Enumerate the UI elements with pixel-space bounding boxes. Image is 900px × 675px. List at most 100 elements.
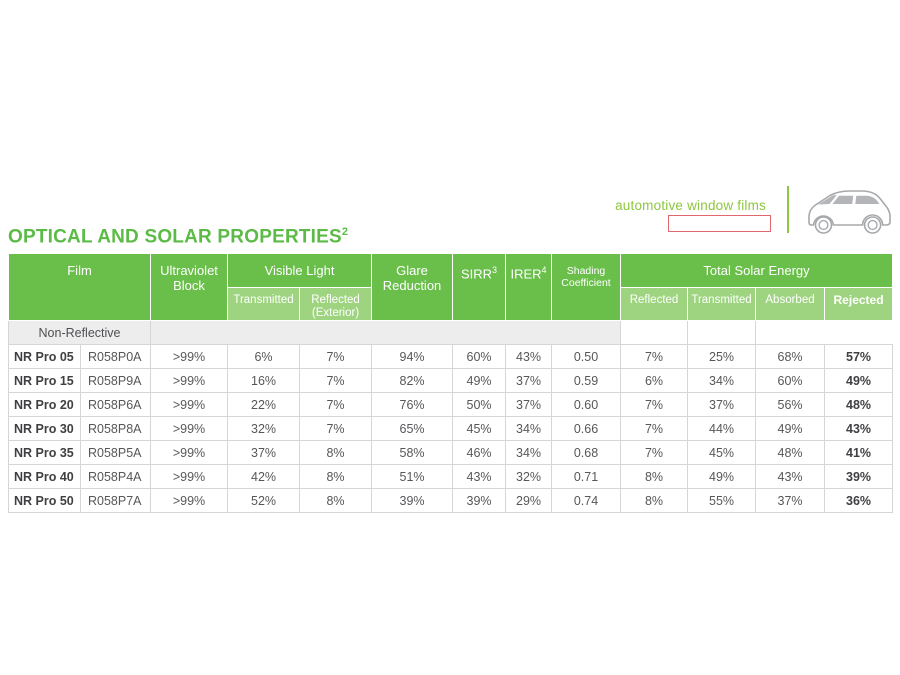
sirr-label: SIRR — [460, 266, 493, 282]
tse-transmitted-cell: 37% — [687, 392, 757, 417]
shading-coefficient-cell: 0.59 — [551, 368, 622, 393]
irer-cell: 34% — [505, 440, 553, 465]
section-row-non-reflective: Non-Reflective — [7, 320, 893, 345]
tse-absorbed-cell: 60% — [755, 368, 826, 393]
glare-reduction-cell: 39% — [371, 488, 454, 513]
uv-block-cell: >99% — [150, 416, 229, 441]
table-row: NR Pro 05 R058P0A >99% 6% 7% 94% 60% 43%… — [8, 344, 894, 369]
glare-reduction-cell: 65% — [371, 416, 454, 441]
tse-absorbed-cell: 48% — [755, 440, 826, 465]
tse-rejected-cell: 41% — [824, 440, 894, 465]
irer-superscript: 4 — [541, 265, 547, 275]
tse-rejected-cell: 36% — [824, 488, 894, 513]
tse-transmitted-cell: 55% — [687, 488, 757, 513]
uv-block-cell: >99% — [150, 488, 229, 513]
sirr-superscript: 3 — [492, 265, 498, 275]
shading-coefficient-cell: 0.60 — [551, 392, 622, 417]
vl-transmitted-cell: 6% — [227, 344, 301, 369]
header-irer: IRER4 — [505, 253, 553, 321]
irer-cell: 37% — [505, 392, 553, 417]
film-name-cell: NR Pro 20 — [8, 392, 81, 417]
header-total-solar-energy: Total Solar Energy — [620, 253, 894, 288]
vl-transmitted-cell: 22% — [227, 392, 301, 417]
header-vl-transmitted: Transmitted — [227, 287, 301, 321]
glare-reduction-cell: 82% — [371, 368, 454, 393]
table-row: NR Pro 35 R058P5A >99% 37% 8% 58% 46% 34… — [8, 440, 894, 465]
tse-transmitted-cell: 45% — [687, 440, 757, 465]
shading-coefficient-cell: 0.66 — [551, 416, 622, 441]
irer-cell: 43% — [505, 344, 553, 369]
sirr-cell: 45% — [452, 416, 507, 441]
uv-block-cell: >99% — [150, 392, 229, 417]
tse-transmitted-cell: 34% — [687, 368, 757, 393]
tse-reflected-cell: 7% — [620, 344, 689, 369]
header-tse-transmitted: Transmitted — [687, 287, 757, 321]
irer-cell: 29% — [505, 488, 553, 513]
header-glare-reduction: Glare Reduction — [371, 253, 454, 321]
vl-reflected-cell: 7% — [299, 368, 373, 393]
tse-rejected-cell: 39% — [824, 464, 894, 489]
header-film: Film — [7, 253, 152, 321]
redacted-logo-box — [668, 215, 771, 232]
film-name-cell: NR Pro 30 — [8, 416, 81, 441]
tse-rejected-cell: 43% — [824, 416, 894, 441]
vl-transmitted-cell: 16% — [227, 368, 301, 393]
vl-transmitted-cell: 32% — [227, 416, 301, 441]
sirr-cell: 60% — [452, 344, 507, 369]
glare-reduction-cell: 94% — [371, 344, 454, 369]
tse-reflected-cell: 7% — [620, 440, 689, 465]
irer-label: IRER — [510, 266, 542, 282]
vl-reflected-cell: 8% — [299, 488, 373, 513]
shading-coefficient-cell: 0.50 — [551, 344, 622, 369]
optical-solar-properties-table: Film Ultraviolet Block Visible Light Gla… — [7, 253, 894, 513]
film-code-cell: R058P0A — [79, 344, 152, 369]
section-blank-absorbed — [620, 320, 689, 345]
shading-coefficient-cell: 0.71 — [551, 464, 622, 489]
page-title: OPTICAL AND SOLAR PROPERTIES2 — [8, 226, 348, 248]
film-name-cell: NR Pro 35 — [8, 440, 81, 465]
film-code-cell: R058P4A — [79, 464, 152, 489]
uv-block-cell: >99% — [150, 440, 229, 465]
irer-cell: 34% — [505, 416, 553, 441]
tse-absorbed-cell: 56% — [755, 392, 826, 417]
uv-block-cell: >99% — [150, 464, 229, 489]
film-name-cell: NR Pro 50 — [8, 488, 81, 513]
film-code-cell: R058P8A — [79, 416, 152, 441]
vl-transmitted-cell: 37% — [227, 440, 301, 465]
tse-absorbed-cell: 68% — [755, 344, 826, 369]
table-row: NR Pro 30 R058P8A >99% 32% 7% 65% 45% 34… — [8, 416, 894, 441]
tse-reflected-cell: 7% — [620, 392, 689, 417]
tse-absorbed-cell: 37% — [755, 488, 826, 513]
section-blank-rejected — [687, 320, 757, 345]
shading-coefficient-cell: 0.68 — [551, 440, 622, 465]
vl-transmitted-cell: 42% — [227, 464, 301, 489]
vl-reflected-cell: 8% — [299, 464, 373, 489]
film-code-cell: R058P7A — [79, 488, 152, 513]
tse-rejected-cell: 48% — [824, 392, 894, 417]
sirr-cell: 50% — [452, 392, 507, 417]
glare-reduction-cell: 58% — [371, 440, 454, 465]
irer-cell: 32% — [505, 464, 553, 489]
vl-reflected-cell: 8% — [299, 440, 373, 465]
header-shading-coefficient: Shading Coefficient — [551, 253, 622, 321]
sirr-cell: 43% — [452, 464, 507, 489]
page-title-superscript: 2 — [341, 226, 349, 238]
irer-cell: 37% — [505, 368, 553, 393]
film-name-cell: NR Pro 15 — [8, 368, 81, 393]
tse-absorbed-cell: 43% — [755, 464, 826, 489]
uv-block-cell: >99% — [150, 344, 229, 369]
vl-reflected-cell: 7% — [299, 392, 373, 417]
film-name-cell: NR Pro 40 — [8, 464, 81, 489]
uv-block-cell: >99% — [150, 368, 229, 393]
film-code-cell: R058P9A — [79, 368, 152, 393]
header-visible-light: Visible Light — [227, 253, 373, 288]
tse-reflected-cell: 8% — [620, 488, 689, 513]
tse-transmitted-cell: 44% — [687, 416, 757, 441]
sirr-cell: 46% — [452, 440, 507, 465]
section-label: Non-Reflective — [7, 320, 152, 345]
tse-reflected-cell: 8% — [620, 464, 689, 489]
shading-coefficient-cell: 0.74 — [551, 488, 622, 513]
car-side-icon — [805, 183, 894, 235]
tse-reflected-cell: 7% — [620, 416, 689, 441]
